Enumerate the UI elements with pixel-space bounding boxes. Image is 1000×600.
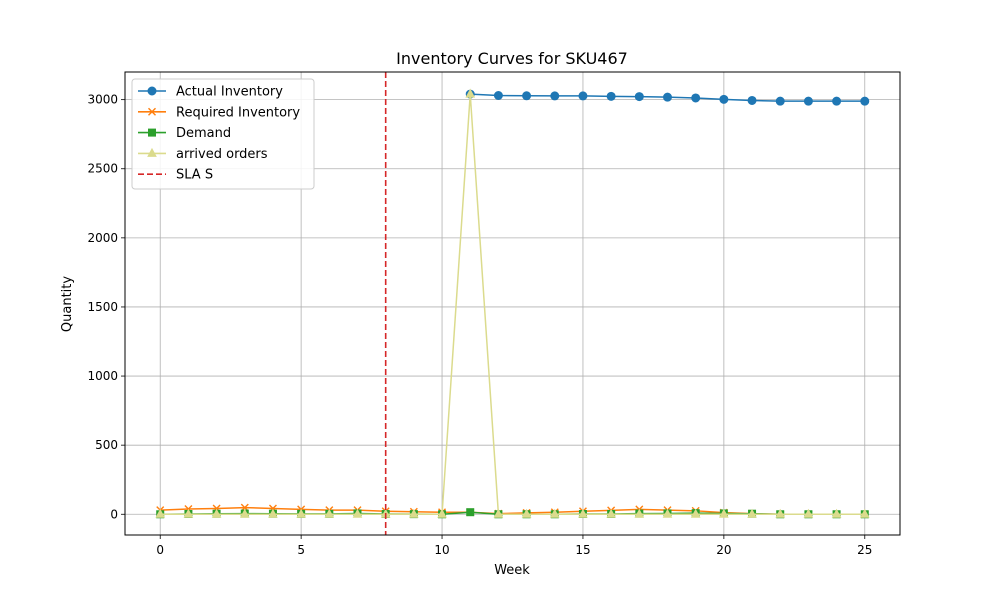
data-point <box>775 96 785 106</box>
data-point <box>860 96 870 106</box>
y-tick-label: 1000 <box>87 369 118 383</box>
legend-label: Required Inventory <box>176 105 300 120</box>
data-point <box>493 90 503 100</box>
data-point <box>803 508 814 518</box>
legend-marker <box>148 107 156 116</box>
data-point <box>803 96 813 106</box>
series-line <box>160 94 865 516</box>
y-tick-label: 1500 <box>87 300 118 314</box>
data-point <box>606 91 616 101</box>
data-point <box>775 508 786 518</box>
data-point <box>522 91 532 101</box>
plot-frame <box>124 71 901 536</box>
chart-title: Inventory Curves for SKU467 <box>396 49 628 68</box>
y-tick-label: 2000 <box>87 231 118 245</box>
legend-entry: SLA S <box>138 168 213 183</box>
data-point <box>239 508 250 518</box>
data-point <box>719 94 729 104</box>
data-point <box>521 508 532 518</box>
legend-marker <box>147 86 157 96</box>
series-actual-inventory <box>465 89 870 106</box>
legend-label: arrived orders <box>176 147 268 162</box>
data-point <box>690 508 701 518</box>
legend-entry: Required Inventory <box>138 105 300 120</box>
data-point <box>831 508 842 518</box>
series-layer <box>155 88 870 519</box>
legend-entry: Demand <box>138 126 231 141</box>
data-point <box>691 93 701 103</box>
data-point <box>296 508 306 518</box>
data-point <box>352 508 363 518</box>
data-point <box>268 508 278 518</box>
x-tick-label: 10 <box>434 543 449 557</box>
data-point <box>409 508 419 518</box>
data-point <box>663 92 672 102</box>
data-point <box>578 508 588 518</box>
y-tick-label: 500 <box>95 438 118 452</box>
data-point <box>437 508 447 518</box>
data-point <box>549 508 560 518</box>
data-point <box>606 508 616 518</box>
series-required-inventory <box>156 503 869 519</box>
legend-box <box>131 78 315 190</box>
data-point <box>550 91 560 101</box>
axis-ticks: 0 5 10 15 20 25 0 500 1000 1500 2000 2500 3000 <box>87 93 872 557</box>
legend-entry: arrived orders <box>138 147 268 162</box>
y-axis-label: Quantity <box>60 276 75 332</box>
data-point <box>183 508 194 518</box>
legend: Actual Inventory Required Inventory Demand… <box>131 78 315 190</box>
legend-entry: Actual Inventory <box>138 85 283 100</box>
legend-marker <box>148 128 156 137</box>
data-point <box>466 508 475 517</box>
legend-label: Actual Inventory <box>176 85 283 100</box>
data-point <box>634 508 645 518</box>
x-tick-label: 20 <box>716 543 731 557</box>
data-point <box>465 88 476 98</box>
data-point <box>578 91 588 101</box>
data-point <box>747 95 757 105</box>
data-point <box>832 96 842 106</box>
legend-label: SLA S <box>176 168 213 183</box>
data-point <box>155 508 166 518</box>
data-point <box>859 508 870 518</box>
x-axis-label: Week <box>494 563 530 578</box>
y-tick-label: 2500 <box>87 162 118 176</box>
x-tick-label: 25 <box>857 543 872 557</box>
x-tick-label: 5 <box>297 543 305 557</box>
data-point <box>211 508 222 518</box>
legend-marker <box>147 147 157 157</box>
data-point <box>719 508 729 518</box>
y-tick-label: 3000 <box>87 93 118 107</box>
data-point <box>493 508 504 518</box>
data-point <box>634 92 644 102</box>
legend-label: Demand <box>176 126 231 141</box>
data-point <box>324 508 335 518</box>
data-point <box>747 508 757 518</box>
x-tick-label: 0 <box>156 543 164 557</box>
series-arrived-orders <box>155 88 870 518</box>
x-tick-label: 15 <box>575 543 590 557</box>
y-tick-label: 0 <box>110 507 118 521</box>
data-point <box>662 508 673 518</box>
